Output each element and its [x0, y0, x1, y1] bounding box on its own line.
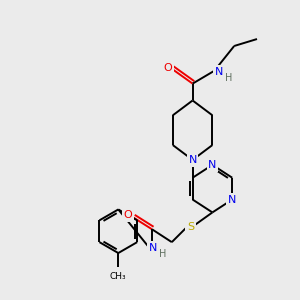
Text: CH₃: CH₃ [110, 272, 127, 281]
Text: S: S [187, 222, 194, 232]
Text: N: N [228, 194, 236, 205]
Text: N: N [215, 67, 224, 77]
Text: N: N [208, 160, 217, 170]
Text: N: N [149, 243, 157, 253]
Text: O: O [124, 210, 133, 220]
Text: O: O [164, 63, 172, 73]
Text: H: H [159, 249, 167, 259]
Text: N: N [188, 155, 197, 165]
Text: H: H [225, 73, 232, 83]
